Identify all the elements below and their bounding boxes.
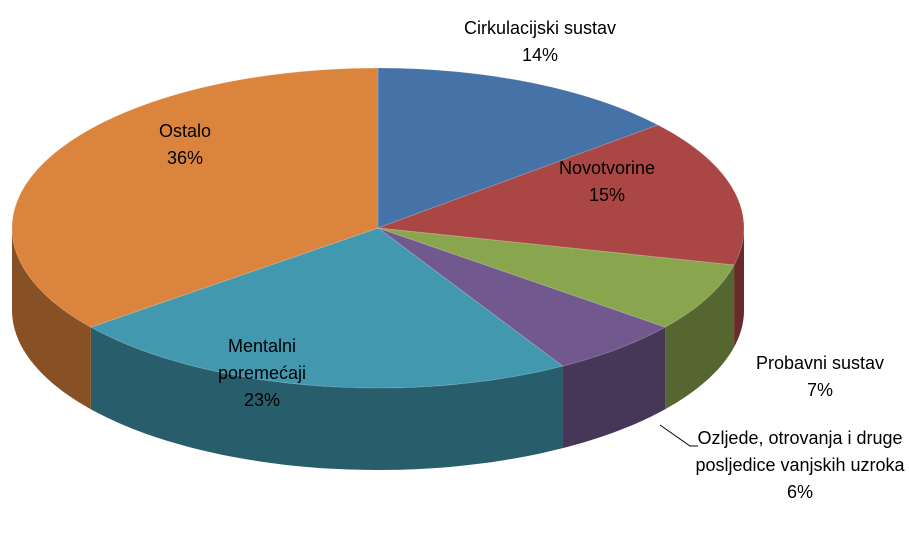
label-value: 36% (166, 148, 204, 168)
slice-side (665, 265, 735, 410)
label-value: 15% (588, 185, 626, 205)
slice (377, 227, 735, 328)
label-value: 7% (806, 380, 833, 400)
label-name: Novotvorine (558, 158, 656, 178)
data-label: Ostalo 36% (125, 118, 245, 172)
data-label: Cirkulacijski sustav 14% (425, 15, 655, 69)
label-name: Probavni sustav (755, 353, 885, 373)
label-name: Cirkulacijski sustav (463, 18, 617, 38)
data-label: Probavni sustav 7% (730, 350, 909, 404)
slice (11, 67, 379, 328)
label-value: 6% (786, 482, 813, 502)
label-name: Mentalni poremećaji (217, 336, 307, 383)
label-value: 23% (243, 390, 281, 410)
slice-side-shade (734, 228, 744, 347)
data-label: Ozljede, otrovanja i druge posljedice va… (693, 425, 908, 506)
slice-side (734, 228, 744, 347)
slice-side-shade (90, 327, 563, 470)
data-label: Mentalni poremećaji 23% (202, 333, 322, 414)
label-name: Ostalo (158, 121, 212, 141)
slice (89, 227, 564, 389)
slice-side-shade (562, 327, 666, 449)
slice-side-shade (12, 228, 91, 410)
slice (377, 67, 660, 229)
slice-side-shade (665, 265, 735, 410)
label-value: 14% (521, 45, 559, 65)
slice (377, 227, 667, 367)
leader-line (659, 424, 698, 447)
slice-side (90, 327, 563, 470)
label-name: Ozljede, otrovanja i druge posljedice va… (695, 428, 905, 475)
slice-side (12, 228, 91, 410)
data-label: Novotvorine 15% (527, 155, 687, 209)
slice (377, 124, 745, 266)
slice-side (562, 327, 666, 449)
